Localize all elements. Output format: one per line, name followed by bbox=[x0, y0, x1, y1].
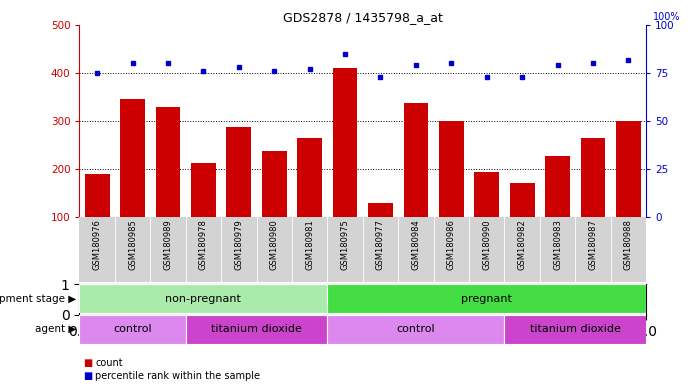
Text: GSM180977: GSM180977 bbox=[376, 219, 385, 270]
Bar bbox=[227, 127, 252, 217]
Bar bbox=[368, 203, 393, 217]
Title: GDS2878 / 1435798_a_at: GDS2878 / 1435798_a_at bbox=[283, 11, 443, 24]
Text: GSM180975: GSM180975 bbox=[341, 219, 350, 270]
Text: GSM180980: GSM180980 bbox=[269, 219, 278, 270]
Text: GSM180983: GSM180983 bbox=[553, 219, 562, 270]
Text: ■: ■ bbox=[83, 358, 92, 368]
Text: pregnant: pregnant bbox=[462, 293, 512, 304]
Text: GSM180989: GSM180989 bbox=[164, 219, 173, 270]
Bar bbox=[85, 174, 110, 217]
Text: GSM180984: GSM180984 bbox=[411, 219, 420, 270]
Bar bbox=[79, 315, 186, 344]
Text: GSM180976: GSM180976 bbox=[93, 219, 102, 270]
Bar bbox=[504, 315, 646, 344]
Text: control: control bbox=[113, 324, 152, 334]
Text: development stage ▶: development stage ▶ bbox=[0, 293, 76, 304]
Bar bbox=[328, 315, 504, 344]
Bar bbox=[332, 68, 357, 217]
Text: titanium dioxide: titanium dioxide bbox=[530, 324, 621, 334]
Text: titanium dioxide: titanium dioxide bbox=[211, 324, 302, 334]
Bar bbox=[580, 138, 605, 217]
Text: GSM180981: GSM180981 bbox=[305, 219, 314, 270]
Bar bbox=[510, 184, 535, 217]
Text: GSM180979: GSM180979 bbox=[234, 219, 243, 270]
Text: ■: ■ bbox=[83, 371, 92, 381]
Bar bbox=[328, 284, 646, 313]
Text: GSM180987: GSM180987 bbox=[589, 219, 598, 270]
Bar bbox=[191, 163, 216, 217]
Bar bbox=[297, 138, 322, 217]
Text: count: count bbox=[95, 358, 123, 368]
Bar bbox=[186, 315, 328, 344]
Bar bbox=[120, 99, 145, 217]
Bar bbox=[474, 172, 499, 217]
Bar bbox=[155, 107, 180, 217]
Text: GSM180985: GSM180985 bbox=[128, 219, 137, 270]
Text: GSM180978: GSM180978 bbox=[199, 219, 208, 270]
Bar bbox=[545, 156, 570, 217]
Bar bbox=[404, 103, 428, 217]
Text: control: control bbox=[397, 324, 435, 334]
Bar bbox=[79, 284, 328, 313]
Bar bbox=[616, 121, 641, 217]
Text: GSM180990: GSM180990 bbox=[482, 219, 491, 270]
Bar bbox=[439, 121, 464, 217]
Text: 100%: 100% bbox=[653, 12, 681, 22]
Text: GSM180986: GSM180986 bbox=[447, 219, 456, 270]
Text: percentile rank within the sample: percentile rank within the sample bbox=[95, 371, 261, 381]
Text: non-pregnant: non-pregnant bbox=[165, 293, 241, 304]
Text: agent ▶: agent ▶ bbox=[35, 324, 76, 334]
Bar bbox=[262, 151, 287, 217]
Text: GSM180988: GSM180988 bbox=[624, 219, 633, 270]
Text: GSM180982: GSM180982 bbox=[518, 219, 527, 270]
